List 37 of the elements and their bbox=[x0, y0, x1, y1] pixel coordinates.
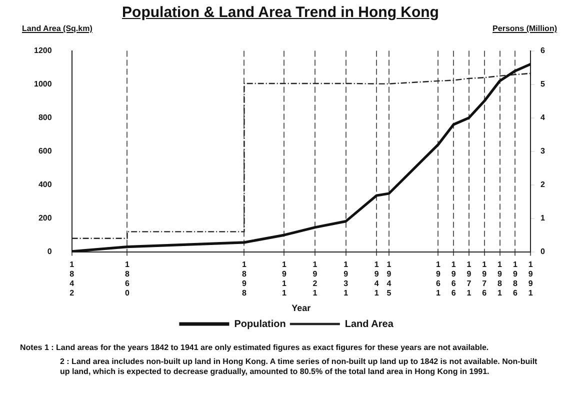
y2-tick-label: 0 bbox=[540, 247, 546, 256]
x-tick-label: 1 8 6 0 bbox=[124, 260, 130, 298]
y-tick-label: 400 bbox=[38, 180, 52, 190]
x-tick-label: 1 9 7 1 bbox=[466, 260, 472, 298]
y2-tick-label: 6 bbox=[540, 46, 546, 56]
x-tick-label: 1 9 6 6 bbox=[451, 260, 456, 298]
y2-tick-label: 3 bbox=[540, 146, 546, 156]
y2-tick-label: 5 bbox=[540, 80, 546, 89]
y-tick-label: 600 bbox=[38, 146, 52, 156]
y-tick-label: 1200 bbox=[34, 46, 52, 56]
y2-tick-label: 1 bbox=[540, 214, 546, 223]
x-tick-label: 1 9 4 5 bbox=[386, 260, 392, 298]
y2-tick-label: 2 bbox=[540, 180, 546, 190]
text: 2 : Land area includes non-built up land in Hong Kong. A time series of non-built up land up to 1842 is not available. Non-built up land, which is expected to decrease gradually, amounted to 80.5% of the total land area in Hong Kong in 1991. bbox=[59, 357, 538, 377]
x-axis-title: Year bbox=[292, 303, 312, 314]
x-tick-label: 1 9 8 1 bbox=[498, 260, 503, 298]
x-tick-label: 1 9 3 1 bbox=[344, 260, 349, 298]
x-tick-label: 1 8 9 8 bbox=[242, 260, 247, 298]
x-tick-label: 1 9 2 1 bbox=[312, 260, 318, 298]
y2-axis-title: Persons (Million) bbox=[492, 24, 557, 33]
x-tick-label: 1 9 6 1 bbox=[436, 260, 441, 298]
x-tick-label: 1 9 8 6 bbox=[512, 260, 518, 298]
legend-label: Population bbox=[234, 318, 286, 330]
y-tick-label: 800 bbox=[38, 113, 52, 122]
x-tick-label: 1 9 9 1 bbox=[528, 260, 534, 298]
x-tick-label: 1 8 4 2 bbox=[70, 260, 75, 298]
text: Notes 1 : Land areas for the years 1842 to 1941 are only estimated figures as exact figures for these years are not available. bbox=[20, 343, 490, 353]
x-tick-label: 1 9 1 1 bbox=[282, 260, 288, 298]
legend-label: Land Area bbox=[344, 318, 394, 330]
chart-title: Population & Land Area Trend in Hong Kong bbox=[121, 4, 440, 21]
x-tick-label: 1 9 7 6 bbox=[482, 260, 488, 298]
y-tick-label: 200 bbox=[38, 214, 52, 223]
y-tick-label: 1000 bbox=[34, 80, 52, 89]
y-tick-label: 0 bbox=[47, 247, 52, 256]
x-tick-label: 1 9 4 1 bbox=[374, 260, 380, 298]
y-axis-title: Land Area (Sq.km) bbox=[22, 24, 92, 33]
y2-tick-label: 4 bbox=[540, 113, 546, 122]
